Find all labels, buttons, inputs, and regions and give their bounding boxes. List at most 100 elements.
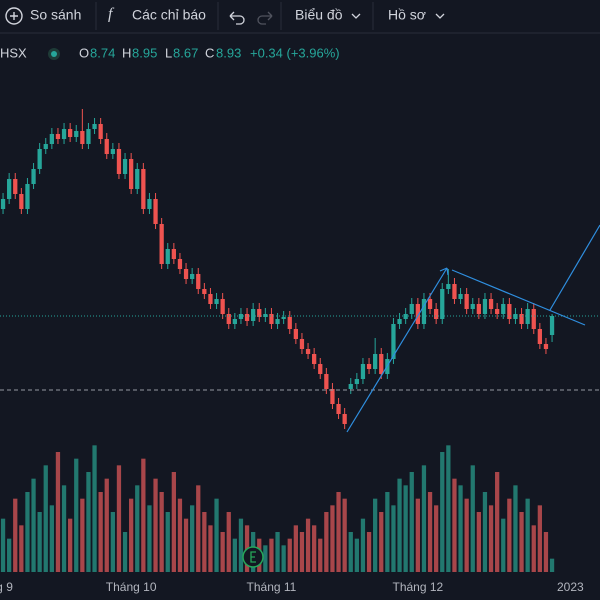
- candle-body: [312, 354, 317, 364]
- candle-body: [153, 199, 158, 224]
- close-label: C: [205, 45, 214, 60]
- candle-body: [458, 294, 463, 299]
- compare-button[interactable]: So sánh: [30, 7, 81, 23]
- candle-body: [183, 269, 189, 279]
- volume-bar: [269, 538, 274, 572]
- candle-body: [488, 299, 494, 309]
- volume-bar: [159, 492, 164, 572]
- volume-bar: [348, 532, 353, 572]
- indicators-button[interactable]: Các chỉ báo: [132, 7, 206, 23]
- volume-bar: [324, 512, 329, 572]
- candle-body: [159, 224, 164, 264]
- compare-icon[interactable]: [5, 7, 23, 25]
- volume-bar: [452, 478, 457, 572]
- volume-bar: [98, 492, 103, 572]
- volume-bar: [299, 532, 305, 572]
- candle-body: [342, 414, 347, 424]
- candle-body: [86, 129, 91, 144]
- candle-body: [525, 309, 530, 324]
- volume-bar: [208, 525, 213, 572]
- volume-bar: [238, 518, 244, 572]
- volume-bar: [366, 532, 372, 572]
- volume-bar: [202, 512, 207, 572]
- profile-button[interactable]: Hồ sơ: [388, 7, 426, 23]
- candle-body: [360, 364, 366, 379]
- candle-body: [501, 304, 506, 314]
- high-value: 8.95: [132, 45, 157, 60]
- candle-body: [208, 294, 213, 304]
- volume-bar: [135, 485, 140, 572]
- candle-body: [196, 274, 201, 289]
- volume-bar: [427, 492, 433, 572]
- change-value: +0.34 (+3.96%): [250, 45, 340, 60]
- volume-bar: [129, 498, 134, 572]
- chart-type-button[interactable]: Biểu đồ: [295, 7, 343, 23]
- candle-body: [122, 159, 128, 174]
- status-dot: [51, 51, 57, 57]
- candle-body: [49, 134, 54, 144]
- volume-bar: [501, 518, 506, 572]
- candle-body: [379, 354, 384, 374]
- x-tick-label: Tháng 9: [0, 580, 13, 594]
- candle-body: [37, 149, 42, 169]
- candle-body: [0, 199, 6, 209]
- candle-body: [232, 319, 237, 324]
- candle-body: [220, 299, 225, 314]
- open-value: 8.74: [90, 45, 115, 60]
- toolbar: So sánh f Các chỉ báo Biểu đồ Hồ sơ: [0, 2, 600, 34]
- candle-body: [513, 314, 518, 319]
- candle-body: [104, 139, 109, 154]
- candle-body: [7, 179, 12, 199]
- candle-body: [281, 317, 286, 319]
- volume-bar: [403, 485, 408, 572]
- candle-body: [98, 124, 103, 139]
- volume-bar: [434, 505, 439, 572]
- candle-body: [531, 309, 536, 329]
- low-label: L: [165, 45, 172, 60]
- volume-bar: [476, 512, 481, 572]
- volume-bar: [116, 465, 122, 572]
- volume-bar: [275, 532, 280, 572]
- candle-body: [446, 284, 451, 289]
- trend-line: [451, 269, 586, 326]
- candle-body: [55, 134, 61, 139]
- x-tick-label: 2023: [557, 580, 584, 594]
- candle-body: [519, 314, 524, 324]
- volume-bar: [470, 465, 475, 572]
- volume-bar: [336, 492, 341, 572]
- candle-body: [409, 304, 414, 314]
- candle-body: [440, 289, 445, 319]
- candle-body: [25, 184, 30, 209]
- candle-body: [147, 199, 152, 209]
- candle-body: [269, 314, 274, 324]
- candle-body: [415, 304, 420, 324]
- candle-body: [177, 259, 183, 269]
- candle-body: [263, 314, 268, 317]
- redo-button[interactable]: [257, 11, 273, 25]
- candle-body: [68, 129, 73, 137]
- volume-bar: [13, 498, 18, 572]
- volume-bar: [373, 498, 378, 572]
- volume-bar: [220, 532, 225, 572]
- volume-bar: [312, 525, 317, 572]
- candle-body: [214, 299, 219, 304]
- volume-bar: [86, 472, 91, 572]
- close-value: 8.93: [216, 45, 241, 60]
- indicators-icon[interactable]: f: [108, 6, 115, 23]
- volume-bar: [464, 498, 469, 572]
- volume-bar: [165, 512, 170, 572]
- x-tick-label: Tháng 10: [106, 580, 157, 594]
- x-tick-label: Tháng 12: [392, 580, 443, 594]
- undo-button[interactable]: [229, 11, 245, 25]
- candle-body: [190, 274, 195, 279]
- candle-body: [318, 364, 323, 374]
- compare-icon-plus: [10, 12, 18, 20]
- arrow-head: [439, 267, 449, 276]
- volume-bar: [415, 498, 420, 572]
- candle-body: [305, 349, 311, 354]
- high-label: H: [122, 45, 131, 60]
- volume-bar: [177, 498, 183, 572]
- candle-body: [275, 319, 280, 324]
- candle-body: [549, 316, 555, 335]
